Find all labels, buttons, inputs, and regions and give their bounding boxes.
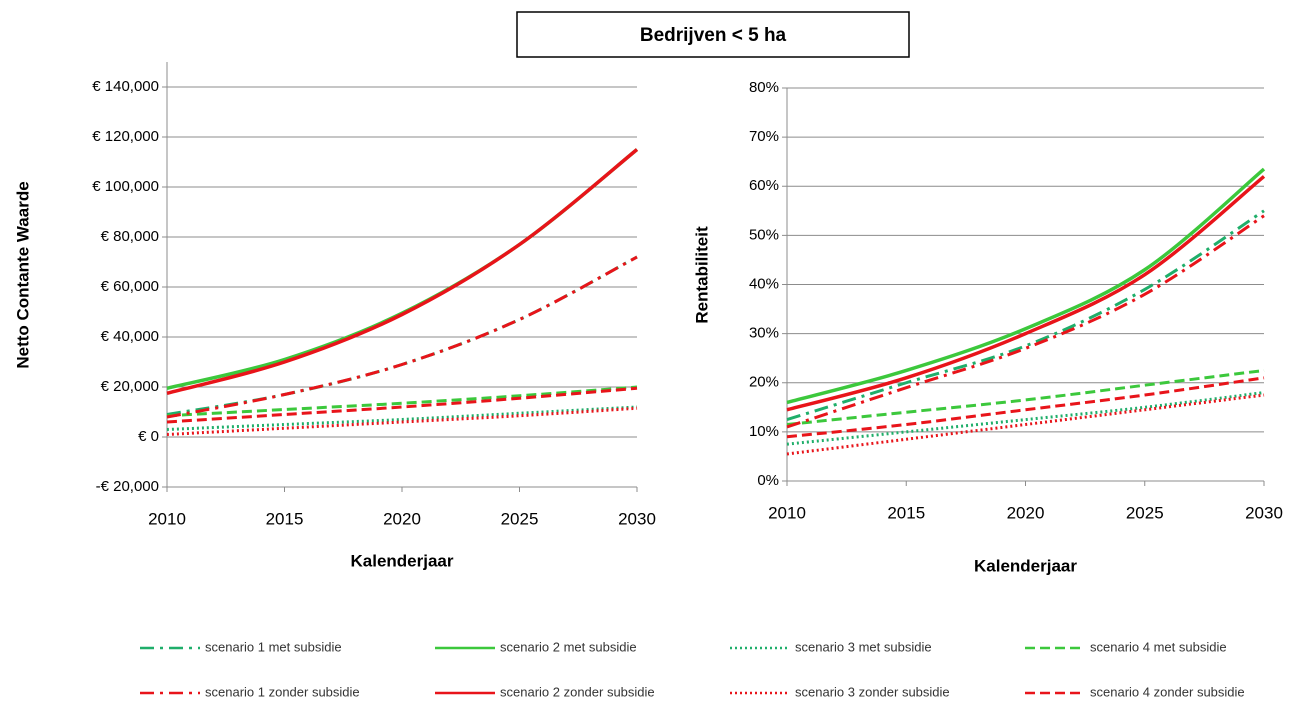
y-tick-label: € 60,000 <box>101 278 159 295</box>
series-line: scenario 3 zonder subsidie <box>786 393 1265 456</box>
title-box <box>516 11 910 58</box>
legend-label: scenario 4 met subsidie <box>1090 639 1227 654</box>
y-tick-label: 50% <box>749 226 779 243</box>
x-tick-label: 2015 <box>266 509 304 528</box>
series-line: scenario 4 zonder subsidie <box>786 376 1265 439</box>
series-line: scenario 2 zonder subsidie <box>166 148 639 395</box>
series-line: scenario 2 zonder subsidie <box>786 175 1266 412</box>
series-line: scenario 4 zonder subsidie <box>166 386 638 424</box>
y-tick-label: € 80,000 <box>101 228 159 245</box>
x-axis-title: Kalenderjaar <box>974 556 1077 575</box>
y-tick-label: 10% <box>749 423 779 440</box>
x-tick-label: 2030 <box>1245 503 1283 522</box>
y-tick-label: 0% <box>757 472 779 489</box>
x-tick-label: 2025 <box>1126 503 1164 522</box>
y-tick-label: € 0 <box>138 428 159 445</box>
series-line: scenario 2 met subsidie <box>166 148 639 390</box>
legend-label: scenario 3 zonder subsidie <box>795 684 950 699</box>
y-tick-label: € 140,000 <box>92 78 159 95</box>
y-tick-label: 20% <box>749 374 779 391</box>
y-tick-label: -€ 20,000 <box>96 478 159 495</box>
y-axis-title: Netto Contante Waarde <box>13 181 32 368</box>
series-line: scenario 2 met subsidie <box>786 167 1266 405</box>
x-axis-title: Kalenderjaar <box>351 551 454 570</box>
legend-label: scenario 4 zonder subsidie <box>1090 684 1245 699</box>
series-line: scenario 1 zonder subsidie <box>786 214 1265 429</box>
series-line: scenario 1 zonder subsidie <box>166 255 638 419</box>
legend-label: scenario 1 zonder subsidie <box>205 684 360 699</box>
y-tick-label: € 20,000 <box>101 378 159 395</box>
y-axis-title: Rentabiliteit <box>692 226 711 324</box>
x-tick-label: 2030 <box>618 509 656 528</box>
y-tick-label: € 100,000 <box>92 178 159 195</box>
legend-label: scenario 1 met subsidie <box>205 639 342 654</box>
page-title: Bedrijven < 5 ha <box>640 25 787 46</box>
series-line: scenario 3 zonder subsidie <box>166 406 638 436</box>
series-line: scenario 4 met subsidie <box>166 385 638 418</box>
x-tick-label: 2010 <box>148 509 186 528</box>
x-tick-label: 2020 <box>1007 503 1045 522</box>
legend-label: scenario 2 met subsidie <box>500 639 637 654</box>
y-tick-label: 40% <box>749 275 779 292</box>
y-tick-label: 70% <box>749 128 779 145</box>
series-line: scenario 4 met subsidie <box>786 368 1265 426</box>
y-tick-label: 80% <box>749 79 779 96</box>
y-tick-label: € 120,000 <box>92 128 159 145</box>
x-tick-label: 2015 <box>887 503 925 522</box>
x-tick-label: 2010 <box>768 503 806 522</box>
legend-label: scenario 3 met subsidie <box>795 639 932 654</box>
series-line: scenario 3 met subsidie <box>166 405 638 431</box>
x-tick-label: 2025 <box>501 509 539 528</box>
y-tick-label: 30% <box>749 325 779 342</box>
series-line: scenario 1 met subsidie <box>166 255 638 416</box>
y-tick-label: 60% <box>749 177 779 194</box>
series-line: scenario 3 met subsidie <box>786 391 1265 446</box>
x-tick-label: 2020 <box>383 509 421 528</box>
legend-label: scenario 2 zonder subsidie <box>500 684 655 699</box>
y-tick-label: € 40,000 <box>101 328 159 345</box>
